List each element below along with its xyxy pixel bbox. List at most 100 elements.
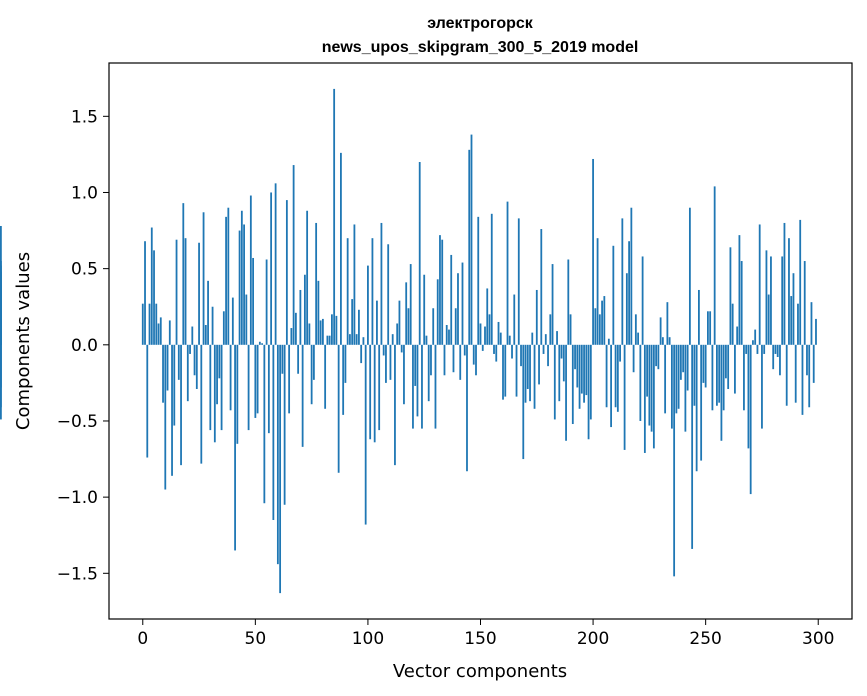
bar: [497, 321, 500, 345]
bar: [186, 344, 189, 402]
bar: [670, 344, 673, 429]
bar: [272, 344, 275, 520]
bar: [342, 344, 345, 415]
bar: [353, 224, 356, 345]
bar: [765, 250, 768, 345]
bar: [409, 264, 412, 345]
bar: [691, 344, 694, 549]
bar: [184, 238, 187, 345]
bar: [144, 241, 146, 345]
bar: [684, 344, 687, 432]
bar: [619, 344, 621, 362]
bar: [157, 323, 160, 345]
bar: [439, 235, 441, 345]
bar: [625, 273, 628, 345]
bar: [171, 344, 173, 476]
bar: [589, 344, 592, 420]
bar: [222, 311, 225, 345]
y-axis-ticks: −1.5 −1.0 −0.5 0.0 0.5 1.0 1.5: [57, 107, 109, 584]
y-tick-label: −1.5: [57, 564, 98, 584]
bar: [747, 344, 750, 449]
bar: [204, 325, 207, 345]
bar: [664, 344, 667, 414]
bar: [189, 344, 191, 354]
bar: [463, 344, 466, 356]
bar: [216, 344, 218, 405]
bar: [227, 207, 230, 345]
bar: [668, 337, 671, 345]
bar: [436, 279, 439, 345]
bar: [675, 344, 678, 414]
bar: [693, 344, 696, 406]
bar: [529, 344, 531, 402]
bar: [571, 344, 574, 425]
bar: [382, 344, 385, 356]
bar: [587, 344, 590, 440]
bar: [731, 303, 734, 345]
bar: [808, 344, 811, 408]
bar: [191, 326, 194, 345]
bar: [358, 309, 360, 345]
bar: [594, 308, 597, 345]
bar: [294, 312, 297, 345]
bar: [175, 239, 178, 345]
bar: [776, 344, 779, 357]
x-tick-label: 0: [137, 629, 148, 649]
bar: [774, 344, 777, 354]
bar: [490, 213, 493, 345]
bar: [209, 344, 212, 431]
bar: [614, 344, 617, 408]
bar: [565, 344, 567, 441]
bar: [749, 344, 752, 495]
bar: [279, 344, 282, 594]
bar: [416, 344, 419, 417]
bar: [754, 329, 757, 345]
bar: [391, 334, 394, 345]
bar: [695, 344, 698, 472]
bar: [285, 200, 288, 345]
bar: [245, 294, 248, 345]
bar: [630, 207, 633, 345]
bar: [553, 344, 556, 420]
bar: [331, 314, 333, 345]
bar: [319, 320, 322, 345]
bar: [434, 344, 437, 429]
bar: [407, 308, 410, 345]
y-tick-label: 0.0: [71, 336, 98, 356]
bar: [535, 289, 538, 345]
bars-group: [0, 88, 817, 594]
bar: [470, 134, 473, 345]
bar: [558, 344, 561, 402]
x-tick-label: 250: [689, 629, 721, 649]
y-axis-label: Components values: [13, 252, 34, 430]
bar: [200, 344, 203, 464]
bar: [385, 344, 387, 383]
bar: [713, 186, 716, 345]
bar: [335, 315, 338, 345]
bar: [394, 344, 396, 466]
bar: [324, 344, 327, 409]
bar: [448, 329, 450, 345]
bar: [276, 344, 279, 565]
bar: [400, 344, 403, 353]
bar: [729, 247, 732, 345]
bar: [702, 344, 705, 383]
bar: [418, 162, 421, 345]
bar: [247, 344, 250, 431]
bar: [195, 344, 198, 389]
bar: [569, 314, 572, 345]
bar: [722, 344, 725, 411]
bar: [520, 344, 522, 367]
bar: [369, 344, 372, 440]
bar: [596, 238, 599, 345]
bar: [340, 152, 342, 345]
bar: [720, 344, 723, 441]
bar: [218, 344, 221, 379]
bar: [236, 344, 239, 444]
bar: [655, 344, 658, 367]
bar: [477, 216, 480, 345]
y-tick-label: 0.5: [71, 260, 98, 280]
bar: [315, 222, 318, 345]
bar: [238, 230, 241, 345]
y-tick-label: 1.0: [71, 183, 98, 203]
